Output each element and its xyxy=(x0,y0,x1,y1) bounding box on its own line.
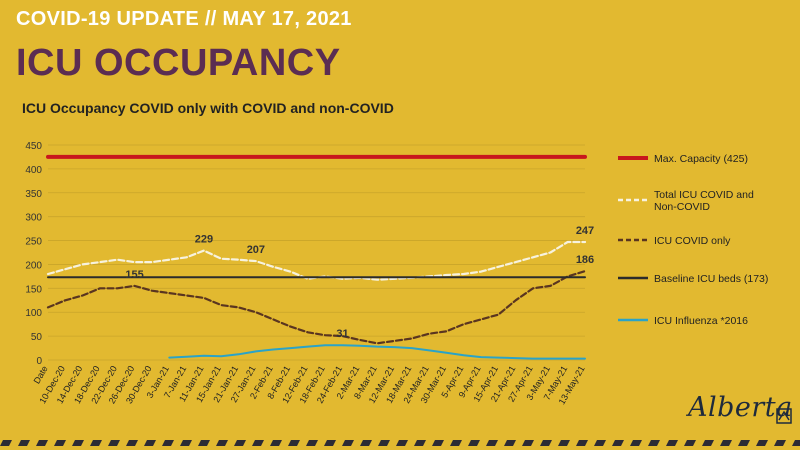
y-tick-label: 400 xyxy=(25,165,42,176)
stripe-segment xyxy=(774,440,786,446)
y-tick-label: 150 xyxy=(25,284,42,295)
y-tick-label: 100 xyxy=(25,308,42,319)
stripe-segment xyxy=(90,440,102,446)
stripe-segment xyxy=(756,440,768,446)
stripe-segment xyxy=(738,440,750,446)
stripe-segment xyxy=(72,440,84,446)
update-date-header: COVID-19 UPDATE // MAY 17, 2021 xyxy=(16,8,352,30)
stripe-segment xyxy=(558,440,570,446)
stripe-segment xyxy=(324,440,336,446)
data-label: 186 xyxy=(576,254,594,266)
stripe-segment xyxy=(288,440,300,446)
page-title: ICU OCCUPANCY xyxy=(16,42,341,84)
stripe-segment xyxy=(0,440,12,446)
series-line xyxy=(46,270,587,345)
stripe-segment xyxy=(684,440,696,446)
stripe-segment xyxy=(270,440,282,446)
stripe-segment xyxy=(234,440,246,446)
stripe-segment xyxy=(432,440,444,446)
stripe-segment xyxy=(792,440,800,446)
data-label: 229 xyxy=(195,234,213,246)
stripe-segment xyxy=(378,440,390,446)
stripe-segment xyxy=(252,440,264,446)
series-line xyxy=(168,344,586,360)
stripe-segment xyxy=(522,440,534,446)
stripe-segment xyxy=(108,440,120,446)
stripe-segment xyxy=(306,440,318,446)
stripe-segment xyxy=(594,440,606,446)
stripe-segment xyxy=(216,440,228,446)
legend-label: ICU Influenza *2016 xyxy=(654,315,748,327)
stripe-segment xyxy=(702,440,714,446)
stripe-segment xyxy=(666,440,678,446)
legend-label: ICU COVID only xyxy=(654,235,731,247)
stripe-segment xyxy=(504,440,516,446)
stripe-segment xyxy=(540,440,552,446)
stripe-segment xyxy=(720,440,732,446)
data-label: 247 xyxy=(576,225,594,237)
stripe-segment xyxy=(180,440,192,446)
stripe-segment xyxy=(468,440,480,446)
alberta-logo: Alberta xyxy=(688,392,793,423)
stripe-segment xyxy=(486,440,498,446)
legend-label: Max. Capacity (425) xyxy=(654,153,748,165)
data-label: 31 xyxy=(336,328,348,340)
stripe-segment xyxy=(612,440,624,446)
data-label: 207 xyxy=(247,244,265,256)
data-label: 155 xyxy=(125,269,143,281)
chart-title: ICU Occupancy COVID only with COVID and … xyxy=(22,100,394,116)
y-tick-label: 250 xyxy=(25,237,42,248)
stripe-segment xyxy=(162,440,174,446)
stripe-segment xyxy=(342,440,354,446)
legend-label: Total ICU COVID and Non-COVID xyxy=(654,189,754,213)
y-tick-label: 300 xyxy=(25,213,42,224)
alberta-logo-mark-icon xyxy=(776,408,792,424)
stripe-segment xyxy=(630,440,642,446)
y-tick-label: 50 xyxy=(31,332,43,343)
stripe-segment xyxy=(198,440,210,446)
stripe-segment xyxy=(396,440,408,446)
y-tick-label: 450 xyxy=(25,141,42,152)
stripe-segment xyxy=(450,440,462,446)
stripe-segment xyxy=(648,440,660,446)
stripe-segment xyxy=(54,440,66,446)
y-tick-label: 0 xyxy=(36,356,42,367)
stripe-segment xyxy=(126,440,138,446)
stripe-segment xyxy=(360,440,372,446)
stripe-segment xyxy=(414,440,426,446)
stripe-segment xyxy=(144,440,156,446)
y-tick-label: 350 xyxy=(25,189,42,200)
decorative-stripe-band xyxy=(0,436,800,450)
legend-label: Baseline ICU beds (173) xyxy=(654,273,768,285)
stripe-segment xyxy=(18,440,30,446)
stripe-segment xyxy=(576,440,588,446)
y-tick-label: 200 xyxy=(25,260,42,271)
stripe-segment xyxy=(36,440,48,446)
